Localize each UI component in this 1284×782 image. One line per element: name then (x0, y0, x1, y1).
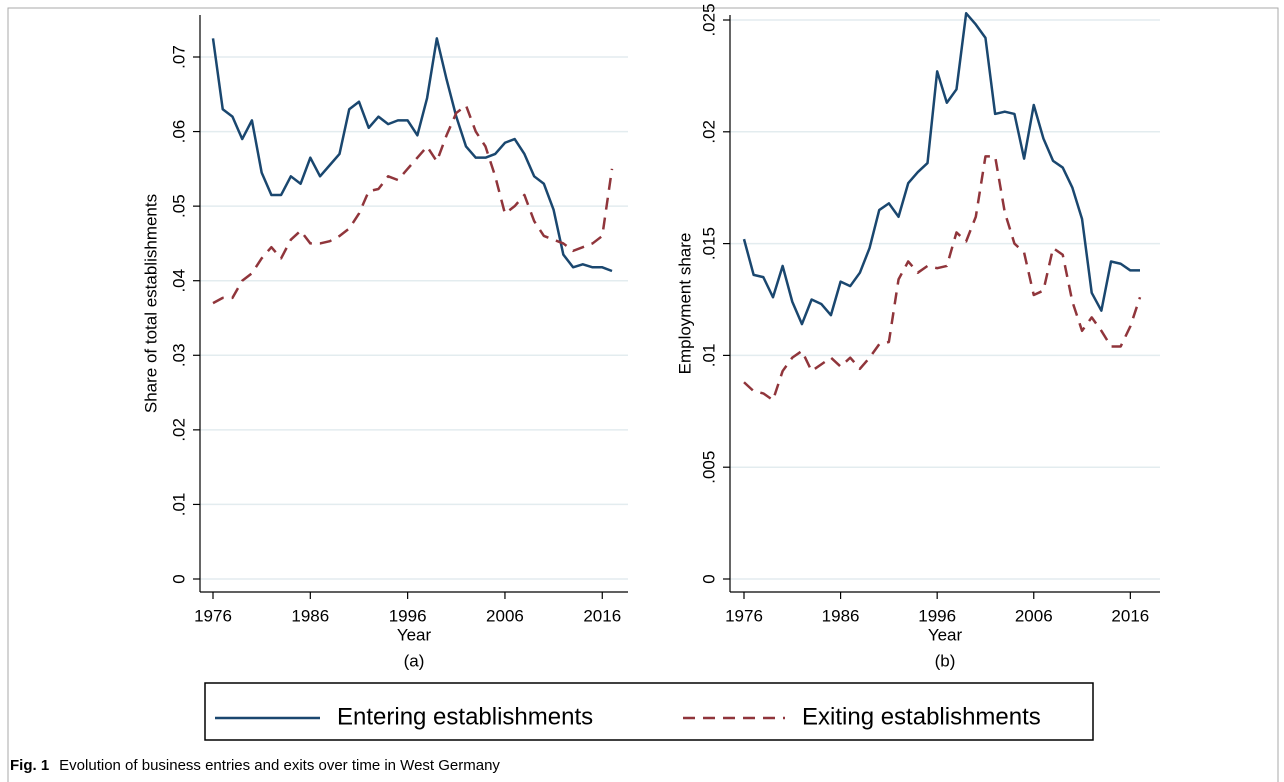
y-tick-label: .01 (699, 344, 718, 368)
legend-label: Entering establishments (337, 703, 593, 730)
x-tick-label: 2006 (1015, 606, 1053, 625)
panel-label: (a) (404, 651, 425, 670)
x-tick-label: 2016 (1111, 606, 1149, 625)
y-tick-label: 0 (699, 574, 718, 583)
y-tick-label: .025 (699, 3, 718, 36)
series-line (742, 12, 1140, 326)
panel-label: (b) (935, 651, 956, 670)
series-line (743, 155, 1142, 402)
caption-text: Evolution of business entries and exits … (59, 757, 500, 774)
caption-label: Fig. 1 (10, 757, 49, 774)
x-axis-label: Year (928, 625, 963, 644)
x-tick-label: 1976 (725, 606, 763, 625)
x-tick-label: 1986 (291, 606, 329, 625)
y-tick-label: .02 (169, 418, 188, 442)
y-tick-label: .02 (699, 120, 718, 144)
y-tick-label: .03 (169, 343, 188, 367)
y-tick-label: .015 (699, 227, 718, 260)
y-tick-label: .01 (169, 493, 188, 517)
caption: Fig. 1 Evolution of business entries and … (10, 757, 500, 774)
y-tick-label: .05 (169, 194, 188, 218)
x-tick-label: 1976 (194, 606, 232, 625)
x-tick-label: 2016 (583, 606, 621, 625)
legend-label: Exiting establishments (802, 703, 1041, 730)
series-line (211, 37, 613, 273)
x-axis-label: Year (397, 625, 432, 644)
y-tick-label: .005 (699, 451, 718, 484)
frame (7, 7, 1279, 782)
x-tick-label: 1996 (918, 606, 956, 625)
y-tick-label: .06 (169, 120, 188, 144)
x-tick-label: 1986 (822, 606, 860, 625)
x-tick-label: 1996 (389, 606, 427, 625)
x-tick-label: 2006 (486, 606, 524, 625)
series-line (212, 104, 614, 305)
legend-box (204, 682, 1094, 741)
y-tick-label: 0 (169, 574, 188, 583)
y-tick-label: .04 (169, 269, 188, 293)
y-axis-label: Employment share (675, 233, 694, 375)
y-axis-label: Share of total establishments (141, 194, 160, 413)
y-tick-label: .07 (169, 45, 188, 69)
